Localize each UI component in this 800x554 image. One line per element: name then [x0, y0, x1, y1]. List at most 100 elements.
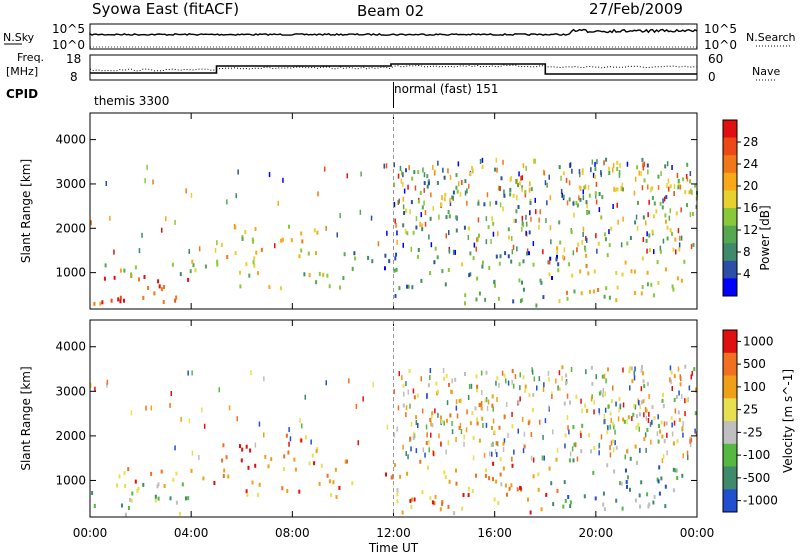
- heatmap-power-echo: [596, 248, 598, 254]
- heatmap-velocity-region-6: [496, 376, 499, 381]
- heatmap-velocity-region-6: [491, 426, 493, 430]
- heatmap-velocity-region-6: [431, 411, 434, 416]
- heatmap-power-echo: [612, 204, 614, 209]
- heatmap-velocity-region-6: [443, 376, 446, 381]
- heatmap-velocity-echo: [487, 399, 490, 405]
- heatmap-velocity-region-7: [569, 504, 572, 509]
- colorbar-tick-label: -500: [743, 471, 770, 485]
- heatmap-velocity-region-6: [416, 393, 419, 398]
- heatmap-velocity-echo: [451, 378, 453, 384]
- heatmap-power-echo: [612, 167, 614, 173]
- heatmap-power-echo: [510, 176, 512, 182]
- heatmap-velocity-region-8: [659, 429, 662, 434]
- heatmap-power-region-5: [507, 254, 510, 259]
- heatmap-power-region-6: [429, 216, 432, 221]
- heatmap-velocity-region-3: [335, 495, 338, 499]
- heatmap-velocity-region-7: [676, 476, 679, 480]
- heatmap-velocity-region-2: [245, 444, 248, 449]
- heatmap-velocity-echo: [481, 390, 483, 395]
- heatmap-velocity-region-5: [396, 499, 399, 504]
- heatmap-power-region-8: [562, 171, 565, 176]
- heatmap-velocity-echo: [505, 402, 508, 407]
- heatmap-power-region-6: [530, 187, 533, 192]
- heatmap-velocity-echo: [397, 405, 400, 411]
- heatmap-velocity-echo: [638, 400, 640, 406]
- heatmap-velocity-region-1: [123, 471, 126, 476]
- heatmap-power-echo: [568, 180, 571, 186]
- heatmap-power-echo: [691, 190, 693, 196]
- heatmap-velocity-echo: [130, 410, 133, 416]
- heatmap-velocity-region-8: [636, 414, 638, 419]
- heatmap-power-region-5: [522, 287, 525, 292]
- heatmap-velocity-echo: [438, 433, 440, 439]
- heatmap-velocity-region-8: [601, 374, 604, 379]
- heatmap-power-region-5: [406, 284, 408, 289]
- heatmap-power-region-8: [689, 179, 692, 184]
- colorbar-label: Velocity [m s^-1]: [781, 369, 795, 473]
- y-tick-label: 3000: [55, 384, 86, 398]
- heatmap-power-region-6: [436, 181, 439, 185]
- heatmap-velocity-echo: [451, 421, 453, 426]
- heatmap-power-region-1: [130, 272, 132, 277]
- heatmap-velocity-region-5: [429, 496, 432, 501]
- y-tick-label: 4000: [55, 133, 86, 147]
- heatmap-power-region-7: [633, 269, 636, 274]
- heatmap-power-echo: [420, 212, 422, 218]
- heatmap-velocity-echo: [442, 368, 445, 373]
- heatmap-velocity-echo: [460, 429, 463, 434]
- heatmap-velocity-echo: [191, 450, 194, 456]
- heatmap-velocity-region-8: [670, 370, 673, 375]
- heatmap-power-region-1: [216, 262, 219, 267]
- heatmap-velocity-echo: [201, 407, 203, 413]
- heatmap-velocity-region-0: [136, 489, 139, 493]
- heatmap-power-region-7: [573, 289, 576, 294]
- heatmap-power-region-5: [482, 260, 484, 265]
- heatmap-velocity-echo: [169, 402, 171, 408]
- heatmap-velocity-region-8: [628, 369, 631, 374]
- heatmap-power-region-4: [354, 256, 357, 261]
- heatmap-power-region-6: [509, 192, 512, 197]
- heatmap-power-region-0: [147, 286, 150, 290]
- heatmap-velocity-region-2: [225, 455, 228, 460]
- heatmap-velocity-region-5: [409, 498, 412, 503]
- noise-tick-left-top: 10^5: [52, 22, 85, 36]
- heatmap-velocity-region-6: [446, 418, 448, 423]
- heatmap-velocity-region-3: [332, 480, 335, 485]
- heatmap-power-region-5: [444, 282, 447, 287]
- heatmap-power-region-5: [441, 269, 444, 274]
- heatmap-power-echo: [573, 212, 575, 218]
- heatmap-power-echo: [598, 207, 601, 213]
- heatmap-power-echo: [185, 188, 187, 194]
- heatmap-power-region-6: [421, 227, 424, 232]
- heatmap-velocity-echo: [649, 421, 652, 427]
- heatmap-power-region-8: [634, 220, 637, 225]
- heatmap-velocity-region-3: [318, 481, 321, 486]
- heatmap-power-region-8: [586, 210, 589, 215]
- heatmap-velocity-echo: [690, 374, 692, 380]
- heatmap-power-region-8: [570, 230, 573, 235]
- colorbar-tick-label: -1000: [743, 494, 778, 508]
- heatmap-power-echo: [622, 216, 624, 222]
- heatmap-velocity-echo: [485, 397, 488, 403]
- heatmap-power-echo: [532, 241, 535, 247]
- heatmap-power-echo: [422, 167, 424, 173]
- heatmap-power-echo: [113, 249, 115, 255]
- heatmap-power-region-8: [588, 193, 591, 198]
- heatmap-velocity-echo: [443, 420, 445, 426]
- heatmap-power-region-7: [588, 289, 591, 294]
- heatmap-power-region-5: [469, 272, 472, 277]
- colorbar-tick-label: 28: [743, 135, 758, 149]
- heatmap-power-region-8: [610, 226, 613, 231]
- heatmap-power-region-7: [566, 290, 568, 295]
- heatmap-power-region-7: [587, 271, 590, 276]
- heatmap-power-echo: [642, 162, 644, 168]
- heatmap-power-region-5: [497, 296, 500, 301]
- heatmap-power-region-8: [578, 185, 581, 190]
- heatmap-velocity-echo: [622, 402, 625, 408]
- heatmap-velocity-region-8: [662, 392, 664, 397]
- heatmap-velocity-region-7: [602, 502, 605, 507]
- colorbar-tick-label: 24: [743, 157, 758, 171]
- heatmap-power-echo: [642, 165, 645, 171]
- heatmap-velocity-echo: [603, 413, 605, 419]
- heatmap-velocity-region-3: [351, 481, 354, 486]
